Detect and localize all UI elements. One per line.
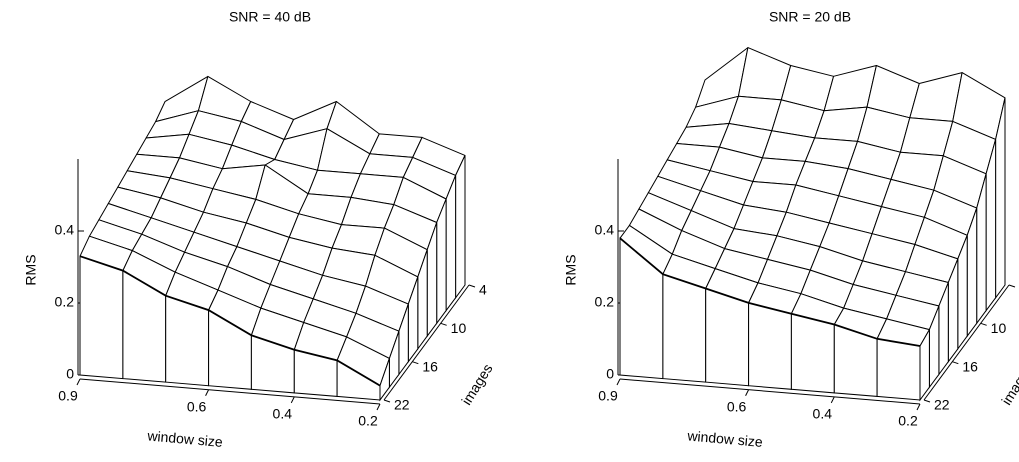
x-axis-label: window size [146,427,224,450]
y-tick-label: 22 [934,397,950,413]
y-tick [468,284,476,288]
x-tick [616,378,621,386]
y-tick [412,361,419,365]
x-tick-label: 0.2 [898,413,918,429]
chart-title: SNR = 20 dB [769,9,851,25]
z-tick-label: 0 [66,366,74,382]
x-axis [79,378,381,405]
x-tick [76,378,81,386]
front-curtain [79,255,124,380]
y-tick [440,322,447,326]
x-tick [916,403,921,411]
front-edge [79,255,381,387]
y-tick-label: 4 [479,282,487,298]
z-axis-label: RMS [23,254,39,285]
y-tick [952,361,959,365]
x-tick-label: 0.6 [727,398,747,414]
x-tick [830,396,835,404]
y-axis [923,284,1010,401]
x-tick-label: 0.6 [187,398,207,414]
front-curtain [662,273,707,383]
x-tick-label: 0.2 [358,413,378,429]
side-curtain [919,327,930,402]
front-curtain [876,338,921,401]
front-curtain [748,302,792,390]
y-axis-label: images [458,361,495,408]
z-tick-label: 0 [606,366,614,382]
x-tick [205,389,210,396]
z-tick-label: 0.4 [55,222,75,238]
y-tick-label: 22 [394,397,410,413]
y-tick [923,399,931,403]
y-tick-label: 16 [422,358,438,374]
z-tick-label: 0.2 [55,294,75,310]
front-curtain [790,313,835,394]
x-tick [376,403,381,411]
x-tick-label: 0.4 [273,406,293,422]
x-axis [619,378,921,405]
side-curtain [379,358,390,402]
x-tick [745,389,750,396]
y-tick [1008,284,1016,288]
side-curtain [436,198,447,325]
front-curtain [165,295,210,387]
front-curtain [705,287,750,387]
y-tick-label: 10 [991,320,1007,336]
y-axis-label: images [998,361,1019,408]
y-tick [383,399,391,403]
front-edge [619,237,921,347]
y-tick-label: 10 [451,320,467,336]
z-tick-label: 0.2 [595,294,615,310]
y-axis [383,284,470,401]
side-curtain [445,175,457,313]
x-tick [290,396,295,404]
y-tick [980,322,987,326]
x-axis-label: window size [686,427,764,450]
x-tick-label: 0.9 [598,388,618,404]
side-curtain [455,155,466,300]
z-axis-label: RMS [563,254,579,285]
chart-title: SNR = 40 dB [229,9,311,25]
x-tick-label: 0.4 [813,406,833,422]
surface-patch [737,47,792,101]
x-tick-label: 0.9 [58,388,78,404]
z-tick-label: 0.4 [595,222,615,238]
y-tick-label: 16 [962,358,978,374]
